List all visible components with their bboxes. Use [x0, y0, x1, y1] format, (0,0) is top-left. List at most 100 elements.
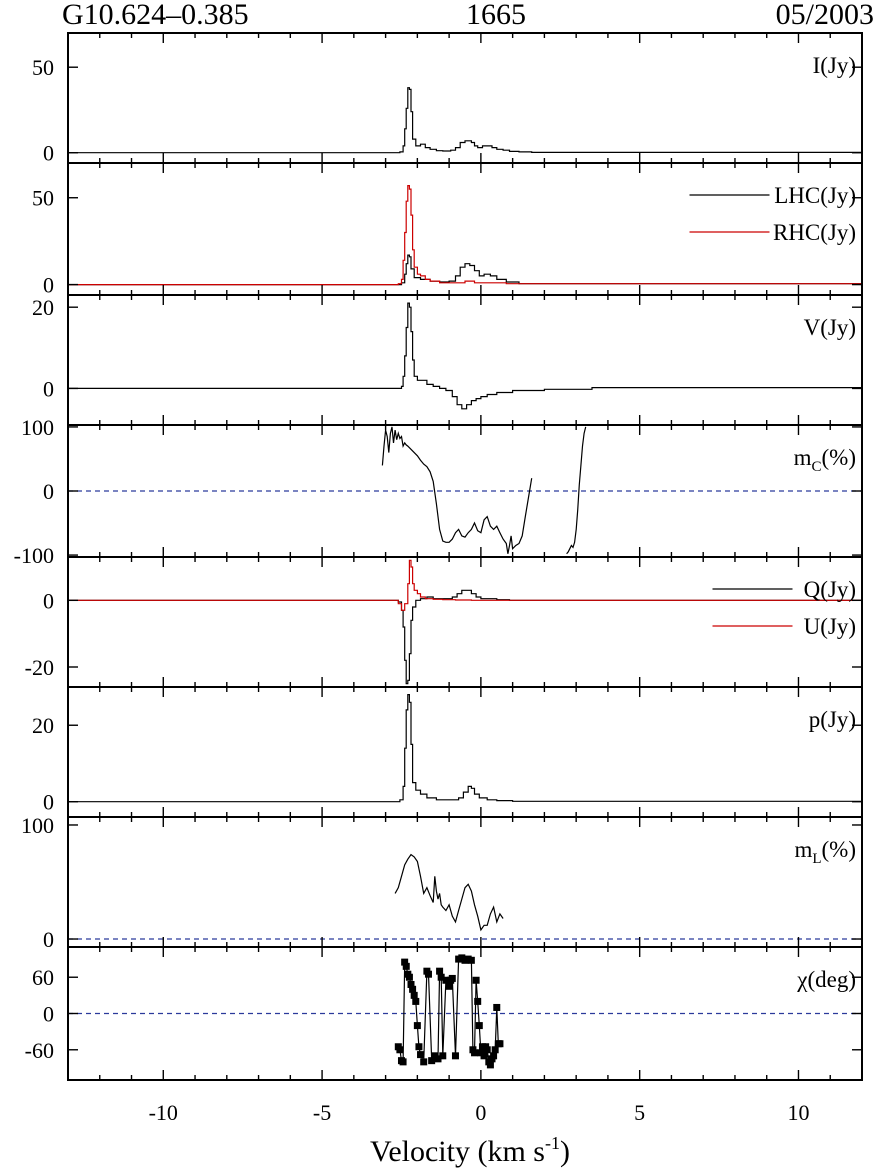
panel-QU: 0 -20 Q(Jy) U(Jy): [25, 556, 863, 688]
series-marker-chi: [439, 1052, 447, 1060]
panel-frame-p: [67, 686, 863, 818]
series-marker-chi: [417, 1051, 425, 1059]
x-tick-label: 5: [634, 1100, 645, 1125]
series-marker-chi: [399, 1058, 407, 1066]
series-line-V: [68, 302, 862, 410]
y-tick-label-QU: -20: [25, 655, 54, 680]
series-marker-chi: [451, 1052, 459, 1060]
y-tick-label-I: 50: [32, 55, 54, 80]
series-line-mc_a: [381, 426, 533, 554]
series-marker-chi: [410, 991, 418, 999]
series-marker-chi: [396, 1046, 404, 1054]
panel-label-text-V: V(Jy): [804, 315, 856, 340]
series-marker-chi: [407, 980, 415, 988]
panel-p: 20 0 p(Jy): [32, 686, 863, 818]
series-line-U: [68, 559, 862, 611]
y-tick-label-mc: -100: [14, 543, 54, 568]
series-line-p: [68, 694, 862, 803]
panel-label-text-I: I(Jy): [813, 53, 856, 78]
series-marker-chi: [486, 1061, 494, 1069]
panel-frame-LR: [67, 162, 863, 296]
panel-label-text-QU: U(Jy): [804, 614, 856, 639]
series-marker-chi: [496, 1040, 504, 1048]
series-line-I: [68, 87, 862, 154]
y-tick-label-V: 0: [43, 376, 54, 401]
series-marker-chi: [448, 974, 456, 982]
series-marker-chi: [437, 973, 445, 981]
y-tick-label-chi: -60: [25, 1038, 54, 1063]
series-marker-chi: [483, 1046, 491, 1054]
x-tick-label: 10: [787, 1100, 809, 1125]
panel-frame-QU: [67, 556, 863, 688]
panel-label-QU: U(Jy): [804, 614, 856, 639]
x-axis-label-main: Velocity (km s: [370, 1135, 545, 1168]
y-tick-label-QU: 0: [43, 588, 54, 613]
series-marker-chi: [409, 985, 417, 993]
y-tick-label-mc: 100: [21, 415, 54, 440]
panel-chi: 60 0 -60 χ(deg): [25, 946, 863, 1081]
y-tick-label-V: 20: [32, 295, 54, 320]
series-line-LHC: [68, 254, 862, 286]
series-marker-chi: [442, 976, 450, 984]
x-axis-label: Velocity (km s-1): [370, 1133, 570, 1168]
panel-label-after-mc: (%): [822, 445, 856, 470]
series-line-Q: [68, 589, 862, 685]
panel-I: 50 0 I(Jy): [32, 32, 863, 166]
panel-label-text-QU: Q(Jy): [804, 577, 856, 602]
panel-label-V: V(Jy): [804, 315, 856, 340]
panel-label-QU: Q(Jy): [804, 577, 856, 602]
series-marker-chi: [428, 1057, 436, 1065]
panel-label-p: p(Jy): [809, 707, 856, 732]
series-line-mc_b: [566, 426, 587, 555]
series-marker-chi: [402, 962, 410, 970]
panel-label-LR: LHC(Jy): [774, 183, 856, 208]
y-tick-label-mc: 0: [43, 479, 54, 504]
observation-epoch: 05/2003: [775, 0, 874, 31]
panel-label-text-LR: LHC(Jy): [774, 183, 856, 208]
panel-label-I: I(Jy): [813, 53, 856, 78]
panel-label-chi: χ(deg): [796, 967, 856, 992]
line-frequency: 1665: [466, 0, 526, 31]
series-marker-chi: [401, 958, 409, 966]
series-marker-chi: [490, 1052, 498, 1060]
series-marker-chi: [415, 1043, 423, 1051]
panel-label-text-LR: RHC(Jy): [773, 220, 856, 245]
panel-label-sub-mc: C: [812, 459, 822, 475]
source-name: G10.624–0.385: [62, 0, 249, 31]
series-marker-chi: [474, 997, 482, 1005]
x-tick-label: -5: [313, 1100, 331, 1125]
x-tick-label: 0: [475, 1100, 486, 1125]
y-tick-label-p: 20: [32, 713, 54, 738]
series-marker-chi: [491, 1046, 499, 1054]
series-marker-chi: [445, 982, 453, 990]
y-tick-label-chi: 0: [43, 1002, 54, 1027]
panel-frame-mL: [67, 816, 863, 948]
panel-label-mL: mL(%): [794, 837, 856, 867]
panel-label-mc: mC(%): [794, 445, 856, 475]
series-marker-chi: [434, 1055, 442, 1063]
panel-label-text-mc: m: [794, 445, 812, 470]
panel-label-LR: RHC(Jy): [773, 220, 856, 245]
series-marker-chi: [480, 1052, 488, 1060]
series-marker-chi: [420, 1058, 428, 1066]
y-tick-label-mL: 100: [21, 813, 54, 838]
series-marker-chi: [467, 956, 475, 964]
series-marker-chi: [405, 973, 413, 981]
panel-label-text-p: p(Jy): [809, 707, 856, 732]
series-line-mL: [394, 853, 504, 932]
x-axis-label-close: ): [560, 1135, 570, 1168]
y-tick-label-chi: 60: [32, 965, 54, 990]
series-marker-chi: [472, 976, 480, 984]
panel-mc: 100 0 -100 mC(%): [14, 415, 863, 568]
panel-LR: 50 0 LHC(Jy) RHC(Jy): [32, 162, 863, 298]
x-tick-label: -10: [149, 1100, 178, 1125]
series-marker-chi: [475, 1022, 483, 1030]
series-marker-chi: [412, 997, 420, 1005]
y-tick-label-I: 0: [43, 141, 54, 166]
series-marker-chi: [493, 1003, 501, 1011]
y-tick-label-p: 0: [43, 790, 54, 815]
panel-V: 20 0 V(Jy): [32, 294, 863, 426]
y-tick-label-LR: 0: [43, 273, 54, 298]
panel-frame-V: [67, 294, 863, 426]
